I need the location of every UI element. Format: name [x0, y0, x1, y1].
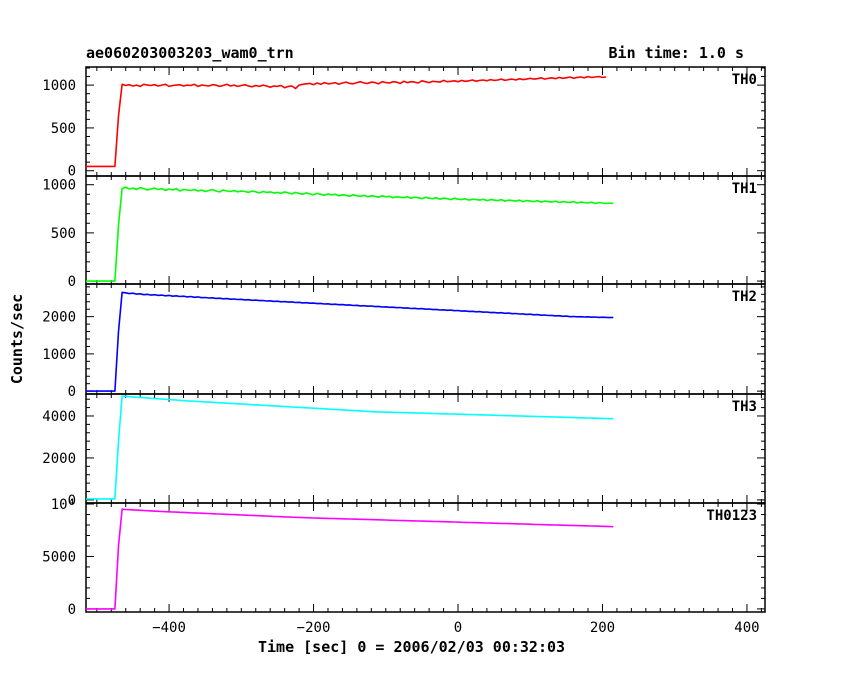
x-tick-label: 200	[590, 620, 615, 636]
y-tick-label: 500	[51, 121, 76, 137]
y-tick-label: 0	[68, 164, 76, 180]
channel-label-th0: TH0	[732, 72, 757, 88]
panel-frame	[85, 393, 766, 504]
y-axis-label: Counts/sec	[8, 293, 27, 385]
panel-th1: 0 500 1000 TH1	[42, 175, 766, 290]
x-tick-label: −200	[297, 620, 331, 636]
bin-time-label: Bin time: 1.0 s	[608, 44, 744, 62]
y-tick-label: 2000	[42, 310, 76, 326]
plot-title: ae060203003203_wam0_trn	[86, 44, 294, 62]
series-line-th0	[86, 75, 607, 168]
panel-th3: 0 2000 4000 TH3	[42, 393, 766, 509]
y-tick-label: 500	[51, 226, 76, 242]
panel-th2: 0 1000 2000 TH2	[42, 283, 766, 400]
x-tick-label: 0	[454, 620, 462, 636]
x-tick-label: 400	[734, 620, 759, 636]
y-tick-label: 10⁴	[51, 497, 76, 513]
panel-frame	[85, 175, 766, 285]
y-tick-label: 0	[68, 384, 76, 400]
y-tick-label: 1000	[42, 347, 76, 363]
panel-frame	[85, 66, 766, 177]
panel-frame	[85, 283, 766, 395]
y-tick-label: 0	[68, 602, 76, 618]
channel-label-th2: TH2	[732, 289, 757, 305]
series-line-th0123	[86, 508, 614, 610]
y-tick-label: 1000	[42, 178, 76, 194]
y-tick-label: 1000	[42, 78, 76, 94]
y-tick-label: 2000	[42, 451, 76, 467]
x-tick-label: −400	[152, 620, 186, 636]
y-tick-label: 5000	[42, 549, 76, 565]
series-line-th3	[86, 395, 614, 500]
panel-th0123: 0 5000 10⁴ TH0123	[42, 497, 766, 618]
channel-label-th3: TH3	[732, 399, 757, 415]
panel-th0: 0 500 1000 TH0	[42, 66, 766, 180]
channel-label-th1: TH1	[732, 181, 757, 197]
x-axis-label: Time [sec] 0 = 2006/02/03 00:32:03	[258, 638, 566, 656]
series-line-th2	[86, 291, 614, 392]
series-line-th1	[86, 186, 614, 282]
y-tick-label: 0	[68, 274, 76, 290]
y-tick-label: 4000	[42, 409, 76, 425]
panel-frame	[85, 502, 766, 613]
channel-label-th0123: TH0123	[706, 508, 757, 524]
y-tick-label: 0	[68, 493, 76, 509]
